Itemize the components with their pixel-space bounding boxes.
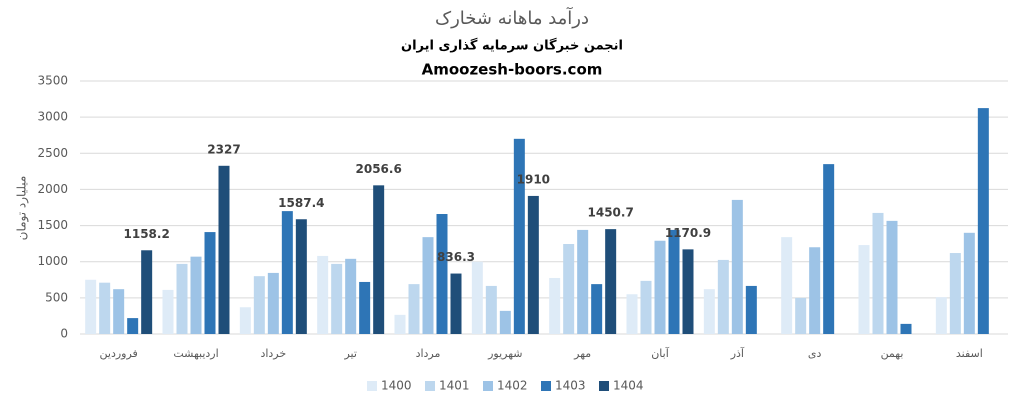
legend-swatch <box>599 381 609 391</box>
bar <box>640 280 652 334</box>
bar <box>977 108 989 334</box>
bar <box>436 214 448 334</box>
legend-label: 1404 <box>613 379 644 393</box>
bar <box>626 294 638 334</box>
y-tick-label: 1000 <box>37 254 68 268</box>
y-tick-label: 2000 <box>37 182 68 196</box>
bar <box>795 297 807 334</box>
bar <box>99 282 111 334</box>
bar <box>731 199 743 334</box>
legend-label: 1403 <box>555 379 586 393</box>
bar <box>935 297 947 334</box>
bar <box>190 256 202 334</box>
x-tick-label: مهر <box>573 347 591 360</box>
bar <box>717 259 729 334</box>
bar <box>745 285 757 334</box>
bar <box>253 276 265 334</box>
bar <box>949 253 961 334</box>
x-tick-label: تیر <box>343 347 356 360</box>
bar <box>809 247 821 334</box>
x-tick-label: خرداد <box>260 347 286 360</box>
x-tick-label: مرداد <box>416 347 441 360</box>
data-label: 1450.7 <box>588 206 634 220</box>
data-label: 2056.6 <box>356 162 402 176</box>
x-tick-label: آبان <box>651 346 669 360</box>
bar <box>408 284 420 334</box>
bar <box>513 138 525 334</box>
bar <box>127 318 139 334</box>
bar <box>373 185 385 334</box>
bar <box>781 237 793 334</box>
bar <box>858 245 870 334</box>
bar <box>591 284 603 334</box>
legend-label: 1400 <box>381 379 412 393</box>
data-label: 1587.4 <box>278 196 324 210</box>
bar <box>703 289 715 334</box>
x-tick-label: دی <box>808 347 822 360</box>
chart-title: درآمد ماهانه شخارک <box>435 6 589 29</box>
x-tick-label: شهریور <box>487 347 522 360</box>
y-tick-label: 500 <box>45 290 68 304</box>
x-tick-label: اسفند <box>956 347 983 360</box>
bar <box>281 211 293 334</box>
x-tick-label: آذر <box>730 346 745 360</box>
legend-label: 1402 <box>497 379 528 393</box>
bar <box>345 258 357 334</box>
bar <box>471 261 483 334</box>
bar <box>394 314 406 334</box>
bar <box>900 323 912 334</box>
y-axis-title: میلیارد تومان <box>15 176 30 241</box>
legend-swatch <box>425 381 435 391</box>
bar <box>422 237 434 334</box>
x-tick-label: بهمن <box>881 347 904 360</box>
bar <box>317 255 329 334</box>
bar <box>886 220 898 334</box>
legend-swatch <box>483 381 493 391</box>
bar <box>113 289 125 334</box>
bar <box>485 285 497 334</box>
bar <box>295 219 307 334</box>
bar <box>218 165 230 334</box>
bar <box>267 272 279 334</box>
bar <box>499 310 511 334</box>
bar <box>331 263 343 334</box>
legend-swatch <box>367 381 377 391</box>
bar <box>239 307 251 334</box>
chart-source: Amoozesh-boors.com <box>422 61 603 79</box>
chart-subtitle: انجمن خبرگان سرمایه گذاری ایران <box>401 38 623 54</box>
bar <box>204 232 216 334</box>
data-label: 1158.2 <box>124 227 170 241</box>
x-tick-label: فروردین <box>100 347 138 360</box>
bar <box>527 195 539 334</box>
data-label: 836.3 <box>437 250 475 264</box>
bar <box>85 279 97 334</box>
bar <box>563 244 575 334</box>
bar <box>963 232 975 334</box>
legend-label: 1401 <box>439 379 470 393</box>
y-tick-label: 3000 <box>37 110 68 124</box>
bar <box>577 229 589 334</box>
y-tick-label: 1500 <box>37 218 68 232</box>
y-tick-label: 0 <box>60 327 68 341</box>
bar <box>682 249 694 334</box>
bar <box>162 289 174 334</box>
bar <box>176 263 188 334</box>
bar <box>668 229 680 334</box>
bar <box>605 229 617 334</box>
bar <box>872 212 884 334</box>
bar <box>823 164 835 334</box>
data-label: 2327 <box>207 142 240 156</box>
bar <box>141 250 153 334</box>
y-tick-label: 2500 <box>37 146 68 160</box>
data-label: 1170.9 <box>665 226 711 240</box>
bar <box>549 277 561 334</box>
legend-swatch <box>541 381 551 391</box>
x-tick-label: اردیبهشت <box>173 347 218 360</box>
data-label: 1910 <box>517 172 550 186</box>
y-tick-label: 3500 <box>37 74 68 88</box>
bar <box>359 281 371 334</box>
bar <box>654 240 666 334</box>
bar <box>450 273 462 334</box>
